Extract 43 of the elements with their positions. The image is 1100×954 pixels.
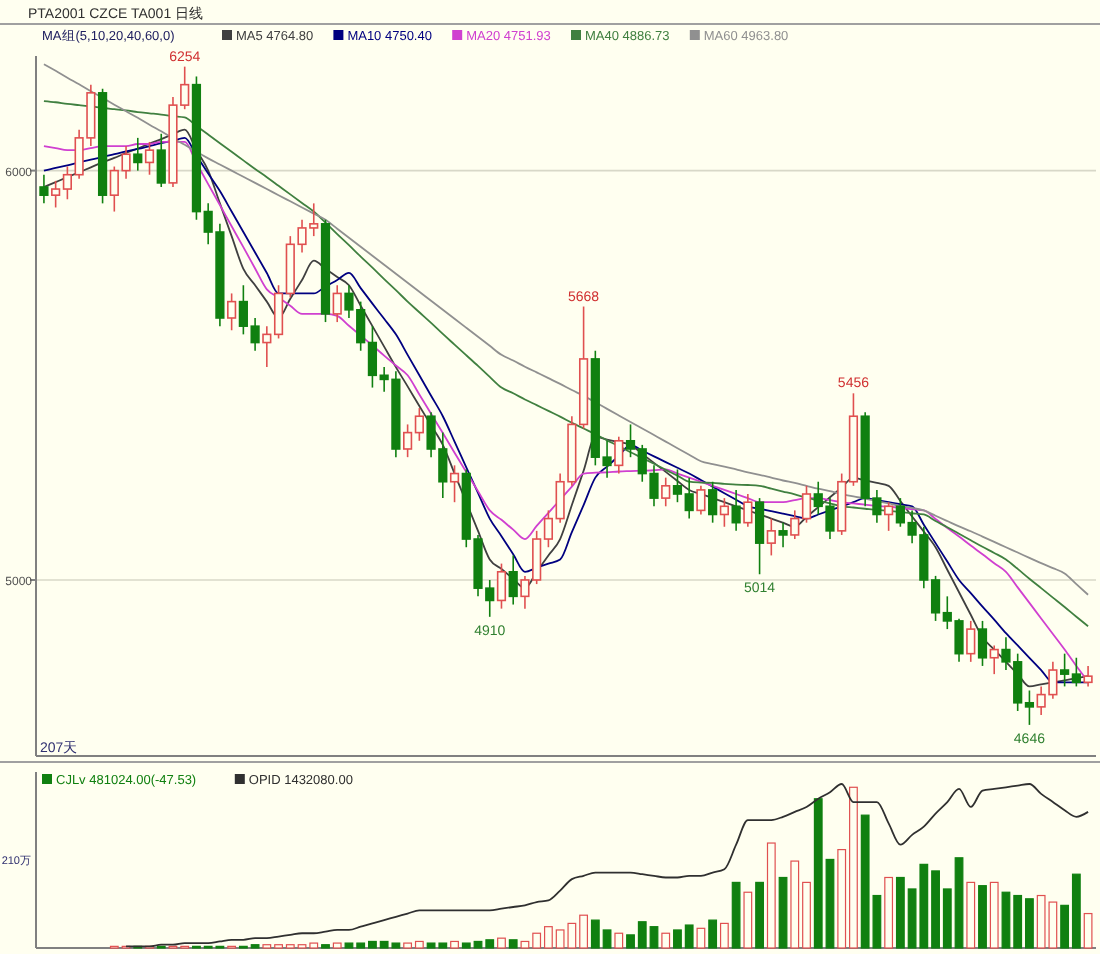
candlestick [743, 493, 753, 528]
bar [614, 932, 624, 949]
candlestick [156, 132, 166, 188]
candlestick [731, 489, 741, 532]
candlestick [966, 620, 976, 663]
bar [450, 940, 459, 949]
candlestick [778, 521, 788, 549]
candlestick [508, 554, 518, 606]
bar [884, 876, 894, 949]
candlestick [989, 644, 999, 675]
bar [696, 927, 706, 949]
candlestick [661, 476, 671, 508]
candlestick [332, 284, 342, 323]
candlestick [496, 562, 507, 610]
candlestick [227, 292, 237, 332]
bar [766, 842, 776, 949]
candlestick [766, 517, 776, 557]
bar [497, 937, 506, 949]
bar [1083, 912, 1093, 949]
candlestick [133, 137, 143, 172]
candlestick [449, 464, 460, 503]
bar [508, 939, 518, 949]
candlestick [977, 620, 988, 667]
bar [731, 881, 741, 949]
candlestick [1083, 665, 1093, 688]
candlestick [719, 497, 729, 528]
bar [978, 885, 987, 949]
bar [719, 922, 729, 949]
candlestick [144, 141, 155, 176]
candlestick [39, 173, 49, 205]
candlestick [754, 497, 765, 576]
bar [743, 891, 753, 949]
bar [332, 942, 342, 949]
candlestick [696, 485, 706, 516]
candlestick [708, 480, 718, 524]
bar [661, 932, 671, 949]
bar [708, 919, 718, 949]
bar [966, 881, 976, 949]
bar [755, 881, 764, 949]
candlestick [884, 501, 894, 532]
bar [778, 876, 788, 949]
candlestick [614, 435, 624, 475]
bar [989, 881, 999, 949]
